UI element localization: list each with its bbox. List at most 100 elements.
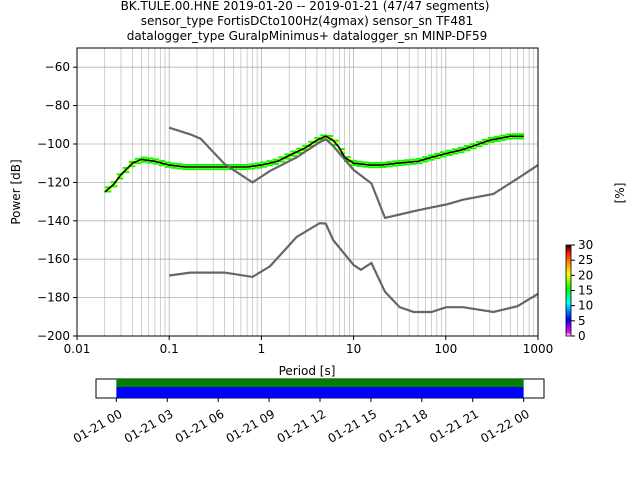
colorbar-gradient (565, 244, 572, 337)
psd-cell (182, 163, 190, 166)
psd-cell (182, 168, 190, 171)
colorbar-tick-label: 30 (578, 238, 593, 252)
x-axis-label: Period [s] (279, 364, 336, 378)
psd-cell (242, 168, 249, 171)
psd-cell (451, 152, 459, 155)
y-tick-label: −140 (37, 214, 70, 228)
psd-cell (290, 150, 297, 153)
psd-cell (194, 168, 202, 171)
psd-cell (487, 141, 495, 144)
psd-cell (469, 143, 477, 146)
y-tick-label: −160 (37, 252, 70, 266)
psd-cell (140, 160, 148, 163)
psd-cell (254, 166, 261, 169)
psd-cell (104, 186, 112, 189)
colorbar-tick-label: 0 (578, 329, 586, 343)
psd-cell (242, 163, 249, 166)
psd-cell (248, 163, 255, 166)
psd-cell (122, 171, 130, 174)
y-tick-label: −180 (37, 291, 70, 305)
psd-cell (386, 165, 393, 168)
noise-model-line (168, 126, 538, 220)
psd-cell (350, 159, 357, 162)
psd-cell (445, 149, 453, 152)
colorbar-label: [%] (613, 183, 627, 204)
psd-cell (236, 163, 244, 166)
psd-cell (194, 163, 202, 166)
psd-cell (511, 133, 519, 136)
psd-cell (398, 164, 405, 166)
time-tick-label: 01-21 03 (122, 407, 176, 446)
psd-cell (469, 147, 477, 150)
psd-cell (475, 140, 483, 143)
psd-cell (517, 133, 525, 136)
psd-cell (128, 160, 136, 163)
psd-cell (248, 167, 255, 170)
colorbar-tick-label: 15 (578, 284, 593, 298)
psd-cell (409, 158, 417, 161)
psd-cell (374, 162, 381, 164)
psd-cell (421, 160, 429, 163)
time-tick-label: 01-21 21 (427, 407, 481, 446)
psd-mode-line (104, 135, 524, 193)
colorbar-tick-label: 25 (578, 253, 593, 267)
psd-cell (356, 160, 363, 163)
psd-cell (116, 177, 124, 180)
psd-cell (146, 161, 154, 164)
psd-cell (493, 135, 501, 138)
psd-cell (266, 164, 273, 167)
psd-cell (152, 162, 160, 165)
psd-cell (302, 149, 309, 151)
psd-cell (350, 164, 357, 166)
psd-cell (284, 157, 291, 160)
time-tick-label: 01-22 00 (478, 407, 532, 446)
title-line-3: datalogger_type GuralpMinimus+ datalogge… (127, 29, 488, 43)
psd-cell (200, 168, 208, 171)
colorbar-tick-label: 10 (578, 299, 593, 313)
psd-cell (415, 157, 423, 160)
x-tick-label: 1 (258, 342, 266, 356)
psd-cell (302, 144, 309, 147)
psd-cell (445, 154, 453, 156)
psd-cell (272, 158, 279, 161)
psd-cell (254, 162, 261, 165)
time-tick-label: 01-21 06 (173, 407, 227, 446)
psd-cell (200, 163, 208, 166)
x-tick-label: 0.1 (160, 342, 179, 356)
plot-background (77, 48, 538, 336)
time-tick-label: 01-21 00 (71, 407, 125, 446)
psd-cell (260, 165, 267, 168)
psd-cell (308, 140, 315, 143)
psd-cell (236, 168, 244, 171)
psd-cell (481, 138, 489, 141)
psd-cell (128, 165, 136, 168)
x-tick-label: 1000 (523, 342, 554, 356)
psd-cell (392, 160, 399, 163)
psd-cell (338, 148, 345, 151)
psd-cell (218, 163, 226, 166)
psd-cell (505, 137, 513, 140)
psd-cell (230, 163, 238, 166)
coverage-bar-blue (116, 387, 524, 398)
psd-cell (212, 163, 220, 166)
psd-cell (433, 157, 441, 160)
title-block: BK.TULE.00.HNE 2019-01-20 -- 2019-01-21 … (121, 0, 490, 43)
psd-cell (146, 157, 154, 160)
psd-cell (206, 168, 214, 171)
psd-cell (499, 138, 507, 141)
y-axis: −200 −180 −160 −140 −120 −100 −80 −60 (37, 60, 77, 343)
psd-cell (188, 163, 196, 166)
time-tick-label: 01-21 18 (376, 407, 430, 446)
psd-cell (332, 139, 339, 142)
psd-cell (326, 135, 333, 137)
y-tick-label: −80 (45, 99, 70, 113)
psd-cell (164, 165, 172, 168)
psd-cell (487, 136, 495, 139)
psd-cell (296, 151, 303, 154)
psd-cell (122, 166, 130, 169)
psd-cell (278, 156, 285, 159)
colorbar-tick-label: 5 (578, 314, 586, 328)
